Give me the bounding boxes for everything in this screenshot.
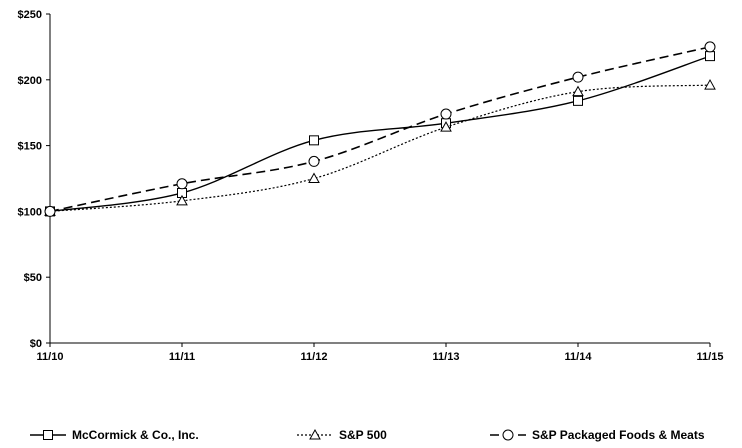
data-point bbox=[176, 178, 188, 190]
series-circle bbox=[44, 41, 716, 217]
series-line bbox=[49, 55, 711, 213]
data-point bbox=[176, 194, 188, 206]
x-axis-ticks: 11/10 11/11 11/12 11/13 11/14 11/15 bbox=[37, 343, 724, 363]
y-tick-label: $200 bbox=[18, 75, 42, 87]
series-square bbox=[45, 51, 715, 217]
x-tick-label: 11/13 bbox=[433, 351, 460, 363]
series-line bbox=[49, 46, 711, 213]
series-lines bbox=[44, 41, 716, 217]
y-tick-label: $150 bbox=[18, 141, 42, 153]
data-point bbox=[572, 71, 584, 83]
data-point bbox=[440, 108, 452, 120]
x-tick-label: 11/15 bbox=[697, 351, 724, 363]
legend-item: S&P Packaged Foods & Meats bbox=[490, 428, 705, 442]
data-point bbox=[704, 79, 716, 90]
x-tick-label: 11/11 bbox=[169, 351, 195, 363]
legend-label: S&P 500 bbox=[339, 428, 387, 442]
series-line bbox=[49, 84, 711, 212]
y-axis-ticks: $0 $50 $100 $150 $200 $250 bbox=[18, 9, 50, 350]
legend-item: S&P 500 bbox=[297, 428, 387, 442]
data-point bbox=[704, 41, 716, 53]
legend: McCormick & Co., Inc. S&P 500 S&P Packaged… bbox=[30, 428, 705, 442]
data-point bbox=[440, 121, 452, 132]
data-point bbox=[573, 95, 583, 106]
legend-label: S&P Packaged Foods & Meats bbox=[532, 428, 705, 442]
legend-marker bbox=[43, 430, 53, 440]
x-tick-label: 11/10 bbox=[37, 351, 64, 363]
data-point bbox=[572, 85, 584, 97]
legend-marker bbox=[309, 428, 321, 440]
x-tick-label: 11/14 bbox=[565, 351, 593, 363]
legend-item: McCormick & Co., Inc. bbox=[30, 428, 199, 442]
x-tick-label: 11/12 bbox=[301, 351, 328, 363]
y-tick-label: $50 bbox=[24, 272, 42, 284]
axes bbox=[49, 14, 710, 344]
data-point bbox=[705, 51, 715, 62]
y-tick-label: $0 bbox=[30, 338, 42, 350]
data-point bbox=[308, 155, 320, 167]
y-tick-label: $100 bbox=[18, 206, 42, 218]
y-tick-label: $250 bbox=[18, 9, 42, 21]
data-point bbox=[44, 205, 56, 217]
series-triangle bbox=[44, 79, 716, 216]
legend-label: McCormick & Co., Inc. bbox=[72, 428, 199, 442]
data-point bbox=[308, 172, 320, 183]
legend-marker bbox=[502, 429, 514, 441]
data-point bbox=[309, 135, 319, 146]
